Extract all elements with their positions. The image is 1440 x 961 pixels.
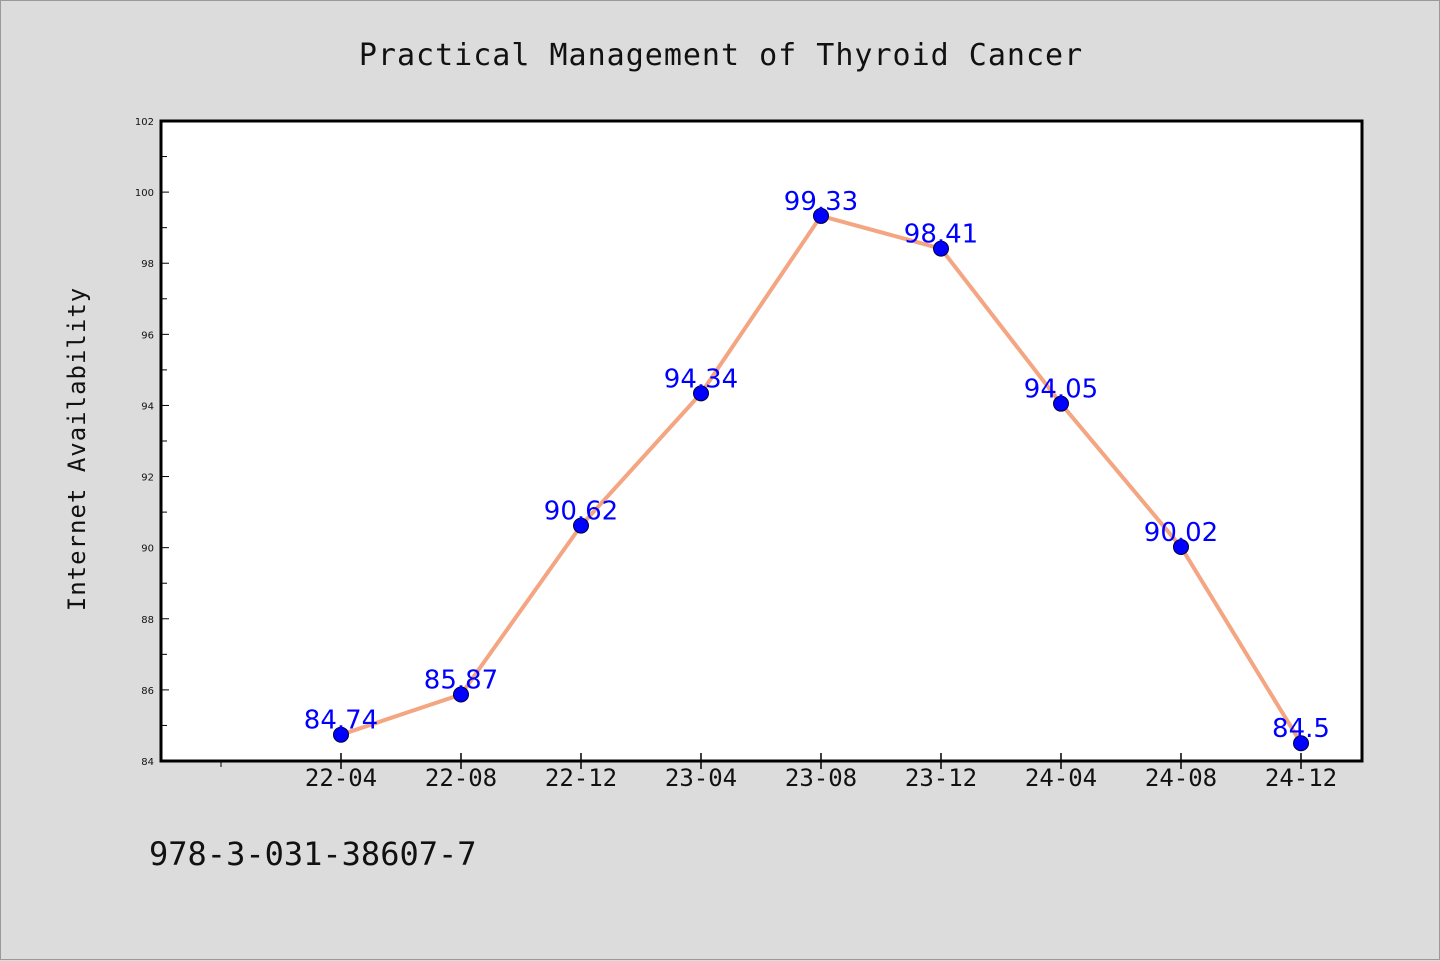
isbn-text: 978-3-031-38607-7 <box>149 835 477 873</box>
data-label: 94.05 <box>1024 375 1098 405</box>
y-tick-label: 84 <box>141 757 154 768</box>
x-tick-label: 22-08 <box>425 764 497 792</box>
data-point <box>1053 395 1069 412</box>
data-label: 85.87 <box>424 666 498 696</box>
plot-area <box>159 119 1364 763</box>
data-point <box>573 517 589 534</box>
y-tick-label: 98 <box>141 259 154 270</box>
y-tick-label: 94 <box>141 401 154 412</box>
x-tick-label: 24-04 <box>1025 764 1097 792</box>
data-point <box>813 207 829 224</box>
y-tick-label: 102 <box>135 117 154 128</box>
data-point <box>453 686 469 703</box>
y-tick-label: 88 <box>141 615 154 626</box>
data-point <box>693 385 709 402</box>
data-label: 90.02 <box>1144 518 1218 548</box>
y-tick-label: 100 <box>135 188 154 199</box>
x-tick-label: 23-04 <box>665 764 737 792</box>
x-tick-label: 23-12 <box>905 764 977 792</box>
data-label: 94.34 <box>664 364 738 394</box>
data-label: 84.74 <box>304 706 378 736</box>
y-tick-label: 92 <box>141 473 154 484</box>
x-axis-ticks: 22-04 22-08 22-12 23-04 23-08 23-12 24-04 24-08… <box>220 753 1337 792</box>
data-label: 84.5 <box>1272 714 1330 744</box>
data-point <box>1293 735 1309 752</box>
y-tick-label: 90 <box>141 544 154 555</box>
data-label: 90.62 <box>544 497 618 527</box>
x-tick-label: 22-12 <box>545 764 617 792</box>
data-label: 98.41 <box>904 220 978 250</box>
y-axis-label: Internet Availability <box>63 287 91 611</box>
x-tick-label: 24-12 <box>1265 764 1337 792</box>
data-markers <box>333 207 1309 752</box>
y-axis-ticks: 84 86 88 90 92 94 96 98 100 102 <box>135 117 169 768</box>
x-tick-label: 24-08 <box>1145 764 1217 792</box>
data-point <box>1173 538 1189 555</box>
x-tick-label: 23-08 <box>785 764 857 792</box>
chart-title: Practical Management of Thyroid Cancer <box>359 38 1083 73</box>
data-point <box>933 240 949 257</box>
y-tick-label: 86 <box>141 686 154 697</box>
y-tick-label: 96 <box>141 330 154 341</box>
x-tick-label: 22-04 <box>305 764 377 792</box>
data-point <box>333 726 349 743</box>
data-labels: 84.74 85.87 90.62 94.34 99.33 98.41 94.05 90.02… <box>304 187 1330 744</box>
data-label: 99.33 <box>784 187 858 217</box>
